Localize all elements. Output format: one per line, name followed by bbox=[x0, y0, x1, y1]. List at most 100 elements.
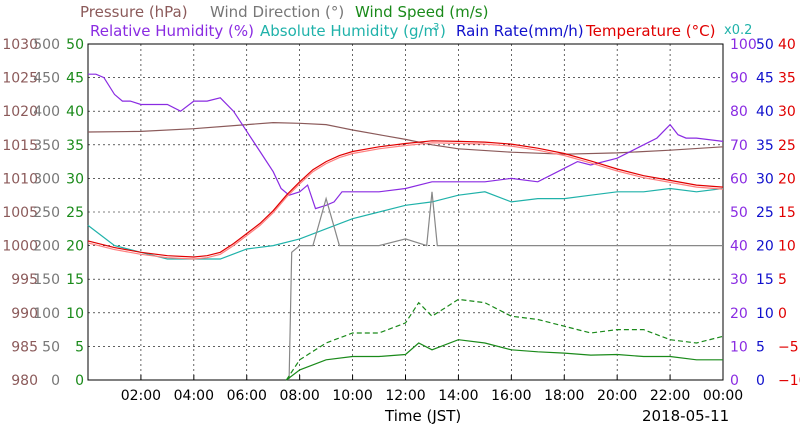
tick-wind-direction: 150 bbox=[33, 272, 60, 288]
tick-wind-direction: 450 bbox=[33, 71, 60, 87]
tick-wind-direction: 350 bbox=[33, 138, 60, 154]
tick-wind-speed: 45 bbox=[66, 71, 84, 87]
tick-temperature: 35 bbox=[778, 71, 796, 87]
tick-relative-humidity: 40 bbox=[730, 239, 748, 255]
series-pressure bbox=[87, 121, 724, 155]
tick-rain-rate: 45 bbox=[756, 71, 774, 87]
tick-wind-direction: 100 bbox=[33, 306, 60, 322]
tick-wind-speed: 25 bbox=[66, 205, 84, 221]
tick-wind-speed: 0 bbox=[75, 373, 84, 389]
x-tick-label: 10:00 bbox=[332, 388, 372, 404]
tick-wind-direction: 50 bbox=[42, 339, 60, 355]
tick-pressure: 985 bbox=[11, 339, 38, 355]
tick-pressure: 1005 bbox=[2, 205, 38, 221]
tick-temperature: −10 bbox=[778, 373, 800, 389]
x-tick-label: 08:00 bbox=[279, 388, 319, 404]
tick-pressure: 1000 bbox=[2, 239, 38, 255]
series-wind-direction bbox=[288, 191, 723, 381]
tick-temperature: −5 bbox=[778, 339, 799, 355]
tick-temperature: 15 bbox=[778, 205, 796, 221]
x-tick-label: 00:00 bbox=[703, 388, 743, 404]
tick-rain-rate: 10 bbox=[756, 306, 774, 322]
series-wind-speed-gust bbox=[285, 298, 724, 381]
x-axis: 02:00 04:00 06:00 08:00 10:00 12:00 14:00 16:00… bbox=[121, 375, 743, 404]
tick-temperature: 0 bbox=[778, 306, 787, 322]
legend-absolute-humidity-sup: 3 bbox=[433, 22, 439, 33]
tick-rain-rate: 40 bbox=[756, 104, 774, 120]
x-axis-label: Time (JST) bbox=[384, 407, 461, 425]
x-tick-label: 04:00 bbox=[174, 388, 214, 404]
tick-temperature: 20 bbox=[778, 171, 796, 187]
legend-wind-direction: Wind Direction (°) bbox=[210, 3, 344, 21]
series-wind-speed bbox=[286, 339, 723, 381]
legend-relative-humidity: Relative Humidity (%) bbox=[90, 22, 254, 40]
tick-wind-direction: 0 bbox=[51, 373, 60, 389]
tick-relative-humidity: 10 bbox=[730, 339, 748, 355]
tick-wind-direction: 500 bbox=[33, 37, 60, 53]
tick-wind-speed: 35 bbox=[66, 138, 84, 154]
legend-wind-speed: Wind Speed (m/s) bbox=[355, 3, 488, 21]
tick-pressure: 1025 bbox=[2, 71, 38, 87]
tick-rain-rate: 15 bbox=[756, 272, 774, 288]
tick-wind-direction: 250 bbox=[33, 205, 60, 221]
tick-pressure: 1015 bbox=[2, 138, 38, 154]
date-label: 2018-05-11 bbox=[642, 407, 729, 425]
tick-rain-rate: 35 bbox=[756, 138, 774, 154]
tick-pressure: 990 bbox=[11, 306, 38, 322]
tick-relative-humidity: 80 bbox=[730, 104, 748, 120]
series-temperature-twin bbox=[87, 142, 724, 260]
tick-wind-direction: 300 bbox=[33, 171, 60, 187]
tick-temperature: 5 bbox=[778, 272, 787, 288]
tick-wind-speed: 40 bbox=[66, 104, 84, 120]
x-tick-label: 02:00 bbox=[121, 388, 161, 404]
tick-temperature: 10 bbox=[778, 239, 796, 255]
tick-wind-speed: 20 bbox=[66, 239, 84, 255]
series-temperature bbox=[87, 140, 724, 258]
legend-pressure: Pressure (hPa) bbox=[80, 3, 188, 21]
tick-wind-speed: 10 bbox=[66, 306, 84, 322]
legend-absolute-humidity-scale: x0.2 bbox=[724, 23, 752, 38]
tick-relative-humidity: 100 bbox=[730, 37, 757, 53]
grid bbox=[88, 44, 723, 380]
tick-relative-humidity: 60 bbox=[730, 171, 748, 187]
tick-temperature: 25 bbox=[778, 138, 796, 154]
tick-pressure: 1020 bbox=[2, 104, 38, 120]
tick-relative-humidity: 70 bbox=[730, 138, 748, 154]
legend-absolute-humidity-close: ) bbox=[440, 22, 446, 40]
y-axes: 1030102510201015101010051000995990985980… bbox=[2, 37, 800, 389]
tick-wind-speed: 5 bbox=[75, 339, 84, 355]
tick-relative-humidity: 0 bbox=[730, 373, 739, 389]
tick-pressure: 995 bbox=[11, 272, 38, 288]
series-lines bbox=[87, 73, 724, 381]
tick-pressure: 1030 bbox=[2, 37, 38, 53]
tick-rain-rate: 5 bbox=[756, 339, 765, 355]
x-tick-label: 20:00 bbox=[597, 388, 637, 404]
tick-rain-rate: 25 bbox=[756, 205, 774, 221]
tick-relative-humidity: 90 bbox=[730, 71, 748, 87]
tick-wind-speed: 15 bbox=[66, 272, 84, 288]
x-tick-label: 14:00 bbox=[438, 388, 478, 404]
tick-wind-speed: 30 bbox=[66, 171, 84, 187]
tick-pressure: 980 bbox=[11, 373, 38, 389]
tick-rain-rate: 50 bbox=[756, 37, 774, 53]
tick-relative-humidity: 20 bbox=[730, 306, 748, 322]
tick-temperature: 40 bbox=[778, 37, 796, 53]
legend-absolute-humidity: Absolute Humidity (g/m bbox=[260, 22, 438, 40]
tick-pressure: 1010 bbox=[2, 171, 38, 187]
series-relative-humidity bbox=[88, 73, 724, 210]
tick-wind-speed: 50 bbox=[66, 37, 84, 53]
tick-temperature: 30 bbox=[778, 104, 796, 120]
x-tick-label: 18:00 bbox=[544, 388, 584, 404]
tick-wind-direction: 200 bbox=[33, 239, 60, 255]
tick-wind-direction: 400 bbox=[33, 104, 60, 120]
x-tick-label: 06:00 bbox=[227, 388, 267, 404]
x-tick-label: 22:00 bbox=[650, 388, 690, 404]
tick-rain-rate: 30 bbox=[756, 171, 774, 187]
tick-relative-humidity: 30 bbox=[730, 272, 748, 288]
x-tick-label: 16:00 bbox=[491, 388, 531, 404]
legend-temperature: Temperature (°C) bbox=[585, 22, 715, 40]
tick-rain-rate: 0 bbox=[756, 373, 765, 389]
x-tick-label: 12:00 bbox=[385, 388, 425, 404]
tick-rain-rate: 20 bbox=[756, 239, 774, 255]
